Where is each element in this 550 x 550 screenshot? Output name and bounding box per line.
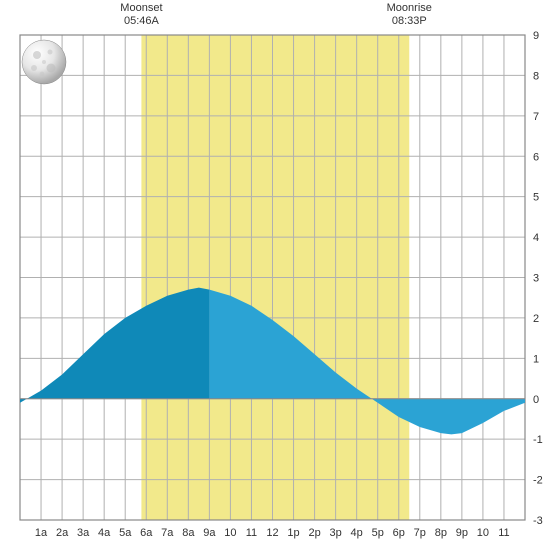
x-tick-label: 8p bbox=[435, 527, 447, 539]
y-tick-label: 0 bbox=[533, 394, 539, 406]
y-tick-label: 5 bbox=[533, 192, 539, 204]
x-tick-label: 7a bbox=[161, 527, 174, 539]
x-tick-label: 6a bbox=[140, 527, 153, 539]
x-tick-label: 1p bbox=[287, 527, 299, 539]
y-tick-label: -2 bbox=[533, 475, 543, 487]
x-tick-label: 11 bbox=[246, 527, 257, 539]
x-tick-label: 3a bbox=[77, 527, 90, 539]
x-tick-label: 7p bbox=[414, 527, 426, 539]
moonset-title: Moonset bbox=[120, 2, 162, 15]
x-tick-label: 4p bbox=[351, 527, 363, 539]
x-tick-label: 4a bbox=[98, 527, 111, 539]
y-tick-label: 3 bbox=[533, 273, 539, 285]
x-tick-label: 3p bbox=[330, 527, 342, 539]
x-tick-label: 11 bbox=[498, 527, 509, 539]
x-tick-label: 9a bbox=[203, 527, 216, 539]
moonrise-title: Moonrise bbox=[387, 2, 432, 15]
chart-svg: -3-2-101234567891a2a3a4a5a6a7a8a9a101112… bbox=[0, 0, 550, 550]
x-tick-label: 5a bbox=[119, 527, 132, 539]
y-tick-label: -1 bbox=[533, 434, 543, 446]
y-tick-label: -3 bbox=[533, 515, 543, 527]
moonrise-label: Moonrise 08:33P bbox=[387, 2, 432, 28]
y-tick-label: 9 bbox=[533, 30, 539, 42]
moonset-label: Moonset 05:46A bbox=[120, 2, 162, 28]
y-tick-label: 2 bbox=[533, 313, 539, 325]
moon-icon bbox=[20, 38, 68, 86]
y-tick-label: 7 bbox=[533, 111, 539, 123]
x-tick-label: 2a bbox=[56, 527, 69, 539]
x-tick-label: 10 bbox=[224, 527, 236, 539]
x-tick-label: 6p bbox=[393, 527, 405, 539]
y-tick-label: 6 bbox=[533, 151, 539, 163]
x-tick-label: 12 bbox=[266, 527, 278, 539]
x-tick-label: 2p bbox=[308, 527, 320, 539]
x-tick-label: 10 bbox=[477, 527, 489, 539]
y-tick-label: 8 bbox=[533, 70, 539, 82]
tide-chart: Moonset 05:46A Moonrise 08:33P -3-2-1012… bbox=[0, 0, 550, 550]
moonrise-time: 08:33P bbox=[387, 15, 432, 28]
tide-area-am bbox=[20, 288, 209, 403]
x-tick-label: 5p bbox=[372, 527, 384, 539]
y-tick-label: 1 bbox=[533, 353, 539, 365]
moonset-time: 05:46A bbox=[120, 15, 162, 28]
y-tick-label: 4 bbox=[533, 232, 539, 244]
x-tick-label: 1a bbox=[35, 527, 48, 539]
x-tick-label: 8a bbox=[182, 527, 195, 539]
x-tick-label: 9p bbox=[456, 527, 468, 539]
